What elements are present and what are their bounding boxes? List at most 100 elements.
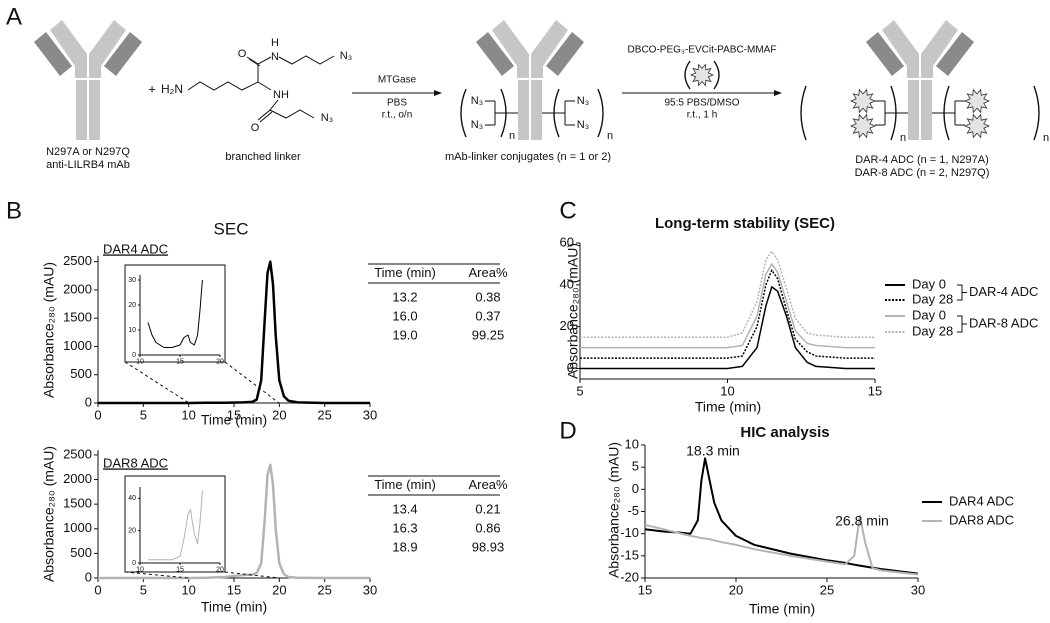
scheme-text: N297A or N297Q: [46, 146, 130, 158]
y-tick-label: 0: [567, 360, 574, 375]
chart-label: DAR8 ADC: [103, 455, 168, 470]
x-tick-label: 15: [868, 384, 882, 399]
legend-label: Day 0: [912, 276, 946, 291]
payload-star: [963, 113, 991, 139]
bracket: [943, 85, 950, 141]
x-tick-label: 20: [272, 583, 286, 598]
antibody-half: [531, 20, 584, 140]
legend-group: DAR-8 ADC: [969, 315, 1038, 330]
y-tick-label: 30: [128, 277, 136, 284]
x-tick-label: 20: [216, 567, 224, 574]
y-tick-label: 20: [560, 318, 574, 333]
y-tick-label: 1000: [63, 338, 92, 353]
scheme-text: anti-LILRB4 mAb: [46, 159, 130, 171]
stem: [89, 80, 100, 140]
data-line: [580, 269, 875, 359]
legend-label: DAR8 ADC: [949, 512, 1014, 527]
antibody-half: [476, 20, 529, 140]
panel-letter: B: [6, 197, 22, 224]
bracket: [553, 88, 560, 138]
legend-label: Day 28: [912, 323, 953, 338]
scheme-text: N₃: [321, 112, 333, 124]
x-tick-label: 10: [181, 583, 195, 598]
x-tick-label: 0: [94, 408, 101, 423]
scheme-text: 95:5 PBS/DMSO: [664, 98, 739, 109]
scheme-text: DAR-4 ADC (n = 1, N297A): [855, 154, 989, 166]
y-tick-label: 0: [132, 560, 136, 567]
scheme-text: NH: [273, 89, 289, 101]
scheme-text: mAb-linker conjugates (n = 1 or 2): [445, 151, 611, 163]
x-tick-label: 20: [272, 408, 286, 423]
scheme-text: N: [271, 51, 279, 63]
arrow-head: [774, 90, 782, 96]
y-tick-label: 0: [85, 569, 92, 584]
table-header: Time (min): [374, 477, 436, 492]
x-tick-label: 5: [576, 384, 583, 399]
y-tick-label: 1500: [63, 310, 92, 325]
antibody-half: [34, 20, 87, 140]
light-chain: [34, 32, 72, 76]
repeat: n: [1043, 132, 1049, 144]
scheme-text: PBS: [387, 98, 407, 109]
legend-label: Day 28: [912, 291, 953, 306]
repeat: n: [900, 132, 906, 144]
x-axis-title: Time (min): [201, 599, 267, 615]
inset-frame: [124, 264, 226, 363]
data-line: [98, 463, 370, 580]
table-cell: 0.38: [475, 289, 500, 304]
table-cell: 13.2: [392, 289, 417, 304]
stem: [921, 80, 932, 140]
bond: [248, 58, 261, 67]
antibody-half: [866, 20, 919, 140]
light-chain: [546, 32, 584, 76]
y-tick-label: -15: [620, 547, 639, 562]
legend-label: Day 0: [912, 307, 946, 322]
x-tick-label: 25: [317, 583, 331, 598]
panel-letter: C: [559, 197, 576, 224]
y-tick-label: 5: [632, 459, 639, 474]
scheme-text: MTGase: [378, 75, 417, 86]
chart-title: HIC analysis: [740, 424, 829, 441]
heavy-arm: [492, 20, 529, 78]
stem: [518, 80, 529, 140]
inset-frame: [124, 475, 226, 573]
scheme-text: H₂N: [161, 82, 183, 96]
arrow-head: [434, 90, 442, 96]
y-axis-title: Absorbance₂₈₀ (mAU): [606, 442, 622, 578]
y-tick-label: -5: [627, 503, 639, 518]
scheme-text: DAR-8 ADC (n = 2, N297Q): [855, 167, 990, 179]
y-tick-label: 2000: [63, 471, 92, 486]
table-header: Area%: [468, 477, 507, 492]
x-tick-label: 15: [176, 567, 184, 574]
bracket: [460, 88, 467, 138]
azide: N₃: [577, 95, 589, 107]
light-chain: [936, 32, 974, 76]
y-axis-title: Absorbance₂₈₀ (mAU): [41, 262, 57, 398]
y-tick-label: 0: [85, 394, 92, 409]
x-tick-label: 10: [181, 408, 195, 423]
table-cell: 0.21: [475, 501, 500, 516]
bond: [187, 56, 272, 91]
data-line: [98, 260, 370, 405]
legend-bracket: [957, 315, 963, 333]
light-chain: [866, 32, 904, 76]
scheme-text: +: [148, 81, 156, 96]
data-line: [580, 250, 875, 338]
chart-title: SEC: [214, 219, 249, 238]
y-tick-label: 500: [70, 366, 92, 381]
x-tick-label: 15: [176, 359, 184, 366]
data-line: [148, 490, 203, 561]
x-tick-label: 5: [140, 408, 147, 423]
heavy-arm: [531, 20, 568, 78]
bracket: [684, 60, 691, 90]
x-tick-label: 25: [317, 408, 331, 423]
azide: N₃: [471, 119, 483, 131]
chart-title: Long-term stability (SEC): [655, 215, 835, 232]
table-cell: 0.37: [475, 308, 500, 323]
table-cell: 98.93: [472, 539, 505, 554]
table-cell: 19.0: [392, 327, 417, 342]
azide: N₃: [471, 95, 483, 107]
bond: [257, 81, 272, 91]
